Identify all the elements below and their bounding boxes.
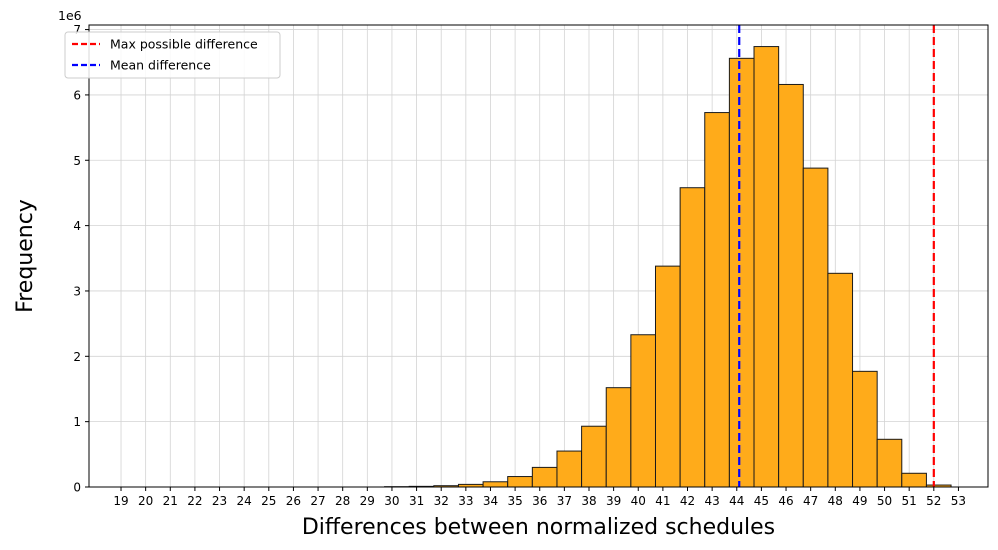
x-tick-label: 51 (902, 494, 917, 508)
x-tick-label: 47 (803, 494, 818, 508)
histogram-bar (827, 272, 854, 488)
histogram-bar (753, 46, 780, 488)
plot-area-frame (88, 24, 989, 488)
histogram-bar (802, 167, 829, 488)
legend-label-max: Max possible difference (110, 37, 258, 52)
histogram-bar (507, 476, 533, 488)
y-tick-label: 1 (73, 415, 81, 429)
reference-lines (738, 25, 935, 487)
x-tick-label: 34 (483, 494, 498, 508)
y-axis-title: Frequency (13, 199, 38, 313)
y-tick-label: 2 (73, 350, 81, 364)
x-axis-ticks: 19 20 21 22 23 24 25 26 27 28 29 30 31 32 33 34 35 36 37 38… (113, 487, 966, 508)
x-tick-label: 49 (852, 494, 867, 508)
x-tick-label: 32 (434, 494, 449, 508)
y-tick-label: 0 (73, 481, 81, 495)
legend: Max possible difference Mean difference (64, 31, 281, 79)
histogram-bar (556, 450, 583, 488)
x-tick-label: 36 (532, 494, 547, 508)
x-tick-label: 52 (926, 494, 941, 508)
y-tick-label: 6 (73, 88, 81, 102)
x-tick-label: 35 (507, 494, 522, 508)
histogram-bars (384, 46, 952, 488)
x-tick-label: 45 (754, 494, 769, 508)
y-axis-ticks: 0 1 2 3 4 5 6 7 (73, 23, 89, 495)
x-tick-label: 20 (138, 494, 153, 508)
histogram-bar (901, 472, 927, 488)
y-tick-label: 4 (73, 219, 81, 233)
y-tick-label: 5 (73, 154, 81, 168)
x-axis-title: Differences between normalized schedules (302, 515, 775, 540)
y-axis-scale-label: 1e6 (58, 8, 82, 23)
x-tick-label: 39 (606, 494, 621, 508)
x-tick-label: 40 (631, 494, 646, 508)
histogram-bar (605, 387, 632, 488)
x-tick-label: 50 (877, 494, 892, 508)
histogram-bar (679, 187, 706, 488)
x-tick-label: 42 (680, 494, 695, 508)
histogram-bar (654, 265, 681, 488)
x-tick-label: 27 (310, 494, 325, 508)
x-tick-label: 22 (187, 494, 202, 508)
histogram-bar (531, 466, 558, 488)
histogram-bar (778, 83, 804, 488)
x-tick-label: 53 (951, 494, 966, 508)
x-tick-label: 28 (335, 494, 350, 508)
x-tick-label: 38 (581, 494, 596, 508)
x-tick-label: 24 (237, 494, 252, 508)
x-tick-label: 33 (458, 494, 473, 508)
y-tick-label: 3 (73, 284, 81, 298)
x-tick-label: 46 (778, 494, 793, 508)
legend-label-mean: Mean difference (110, 58, 211, 73)
y-tick-label: 7 (73, 23, 81, 37)
x-tick-label: 21 (163, 494, 178, 508)
x-tick-label: 23 (212, 494, 227, 508)
x-tick-label: 29 (360, 494, 375, 508)
histogram-bar (728, 57, 755, 488)
x-tick-label: 48 (828, 494, 843, 508)
x-tick-label: 19 (113, 494, 128, 508)
histogram-bar (852, 370, 878, 488)
x-tick-label: 31 (409, 494, 424, 508)
histogram-bar (482, 481, 509, 488)
histogram-bar (581, 425, 607, 488)
x-tick-label: 25 (261, 494, 276, 508)
histogram-bar (630, 334, 656, 488)
x-tick-label: 43 (705, 494, 720, 508)
x-tick-label: 41 (655, 494, 670, 508)
x-tick-label: 37 (557, 494, 572, 508)
x-tick-label: 44 (729, 494, 744, 508)
histogram-bar (876, 438, 903, 488)
legend-box (64, 31, 281, 79)
x-tick-label: 26 (286, 494, 301, 508)
histogram-bar (704, 112, 730, 488)
x-tick-label: 30 (384, 494, 399, 508)
